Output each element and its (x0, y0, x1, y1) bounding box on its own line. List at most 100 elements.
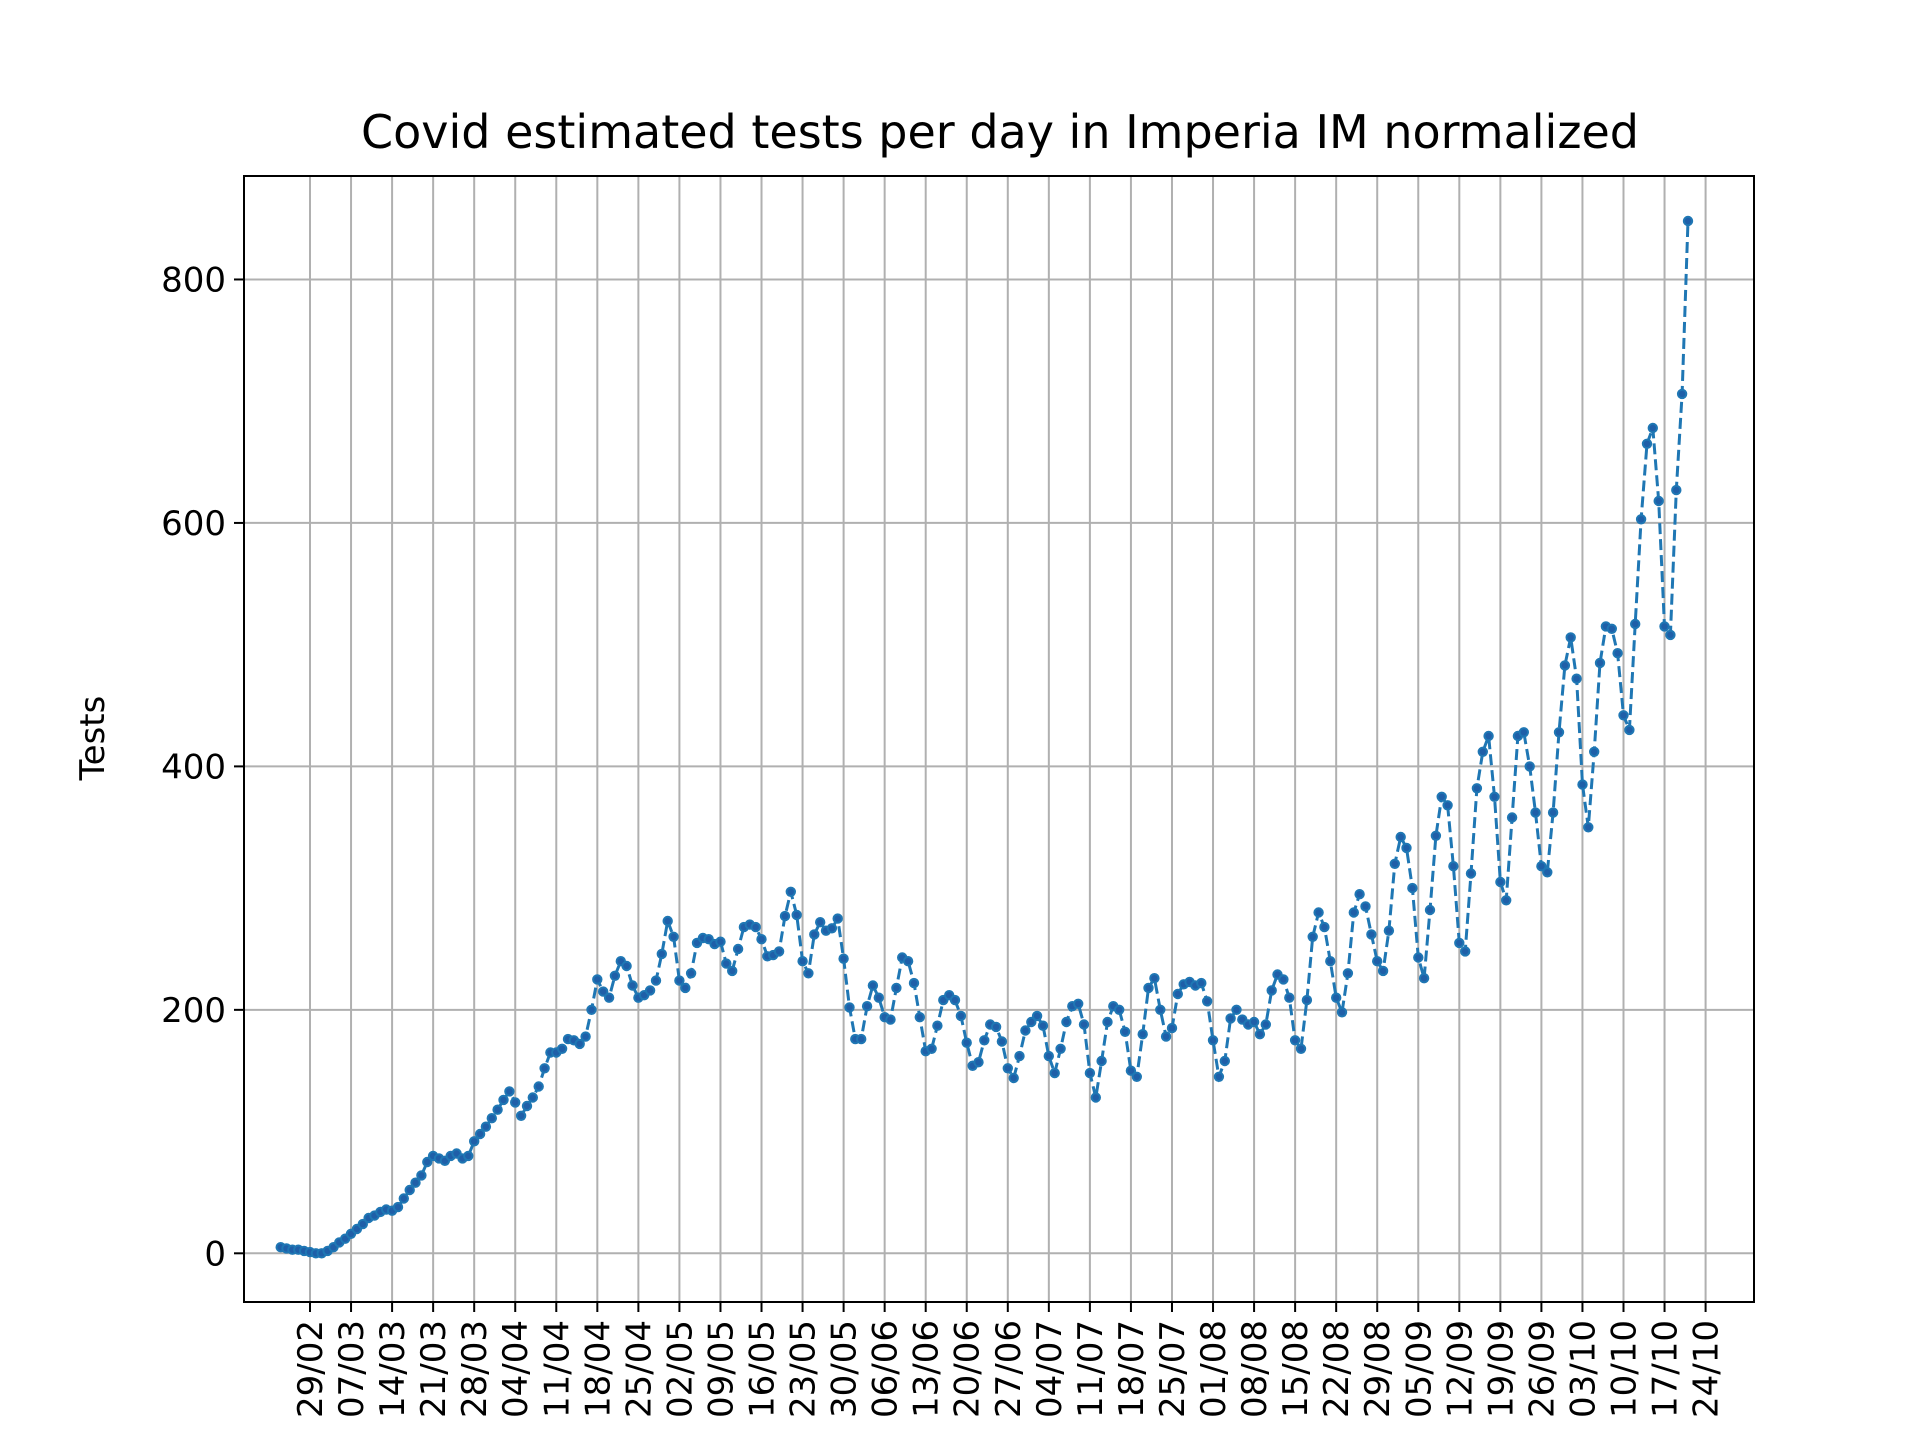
data-point (785, 886, 796, 897)
x-tick-label: 18/04 (578, 1320, 618, 1418)
data-point (773, 946, 785, 957)
x-tick-label: 29/02 (291, 1320, 331, 1418)
data-point (1360, 901, 1371, 912)
data-point (1489, 791, 1500, 802)
data-point (1020, 1025, 1031, 1036)
data-point (539, 1063, 550, 1074)
x-tick-label: 12/09 (1440, 1320, 1480, 1418)
data-point (1477, 746, 1489, 757)
data-point (1131, 1071, 1143, 1083)
data-point (1524, 761, 1535, 772)
data-point (803, 968, 814, 979)
data-point (885, 1014, 896, 1025)
data-point (1284, 992, 1295, 1003)
data-point (1635, 514, 1647, 525)
data-point (1653, 495, 1664, 507)
y-tick-label: 800 (161, 260, 226, 300)
data-point (1002, 1063, 1013, 1074)
data-point (1207, 1035, 1219, 1046)
y-tick-label: 200 (161, 991, 226, 1031)
data-point (809, 929, 820, 940)
data-point (574, 1038, 585, 1050)
data-point (1160, 1031, 1172, 1042)
data-point (668, 931, 679, 942)
data-point (1659, 621, 1670, 632)
data-point (609, 970, 621, 981)
data-point (996, 1036, 1008, 1047)
data-point (644, 985, 656, 996)
chart-title: Covid estimated tests per day in Imperia… (361, 105, 1639, 159)
data-point (1665, 629, 1676, 641)
data-point (1372, 956, 1383, 967)
data-point (1061, 1016, 1072, 1028)
data-point (1407, 882, 1418, 894)
data-point (926, 1043, 937, 1055)
data-point (1155, 1004, 1166, 1015)
x-tick-label: 07/03 (332, 1320, 372, 1418)
data-point (1624, 724, 1635, 736)
x-tick-label: 01/08 (1194, 1320, 1234, 1418)
data-point (1430, 830, 1442, 841)
data-point (674, 975, 685, 986)
x-tick-label: 24/10 (1687, 1320, 1727, 1418)
data-point (1383, 925, 1395, 936)
x-tick-label: 26/09 (1522, 1320, 1562, 1418)
data-point (357, 1218, 368, 1230)
data-point (1413, 952, 1424, 963)
grid-lines (244, 176, 1754, 1302)
data-point (1325, 956, 1336, 967)
x-tick-label: 21/03 (414, 1320, 454, 1418)
data-point (533, 1081, 544, 1092)
data-point (592, 974, 603, 985)
data-point (1125, 1065, 1137, 1076)
data-point (1266, 985, 1277, 996)
y-tick-label: 600 (161, 504, 226, 544)
data-point (1354, 889, 1365, 900)
data-point (838, 953, 849, 964)
data-point (1049, 1067, 1060, 1079)
data-point (1594, 657, 1606, 669)
data-point (1536, 861, 1547, 872)
data-point (1448, 861, 1459, 872)
data-point (1073, 998, 1084, 1009)
data-point (1102, 1016, 1113, 1028)
data-point (1043, 1050, 1055, 1062)
data-point (979, 1035, 990, 1046)
data-point (861, 1001, 873, 1012)
data-point (1395, 831, 1406, 843)
data-point (1577, 779, 1588, 790)
x-tick-label: 25/07 (1153, 1320, 1193, 1418)
data-point (750, 921, 761, 933)
data-point (504, 1086, 515, 1097)
data-point (1008, 1072, 1019, 1084)
data-point (486, 1113, 497, 1124)
series-line (280, 220, 1690, 1255)
data-point (856, 1033, 867, 1045)
data-point (1301, 994, 1313, 1006)
x-tick-label: 08/08 (1235, 1320, 1275, 1418)
x-tick-label: 09/05 (701, 1320, 741, 1418)
data-point (867, 980, 879, 991)
data-point (404, 1184, 415, 1196)
data-point (932, 1020, 943, 1031)
data-point (832, 913, 843, 924)
data-point (1114, 1004, 1125, 1015)
data-point (1342, 968, 1354, 979)
data-point (1559, 660, 1571, 671)
data-point (510, 1097, 521, 1108)
data-point (1084, 1067, 1096, 1079)
x-tick-label: 25/04 (619, 1320, 659, 1418)
data-point (1055, 1043, 1066, 1055)
data-point (1671, 484, 1682, 496)
x-tick-label: 22/08 (1317, 1320, 1357, 1418)
data-point (527, 1092, 538, 1103)
data-point (1418, 973, 1430, 984)
data-point (1501, 895, 1512, 906)
data-point (1436, 791, 1447, 802)
x-tick-label: 16/05 (743, 1320, 783, 1418)
data-point (1518, 727, 1530, 738)
data-point (680, 982, 691, 994)
data-point (1166, 1022, 1178, 1034)
x-tick-label: 13/06 (907, 1320, 947, 1418)
